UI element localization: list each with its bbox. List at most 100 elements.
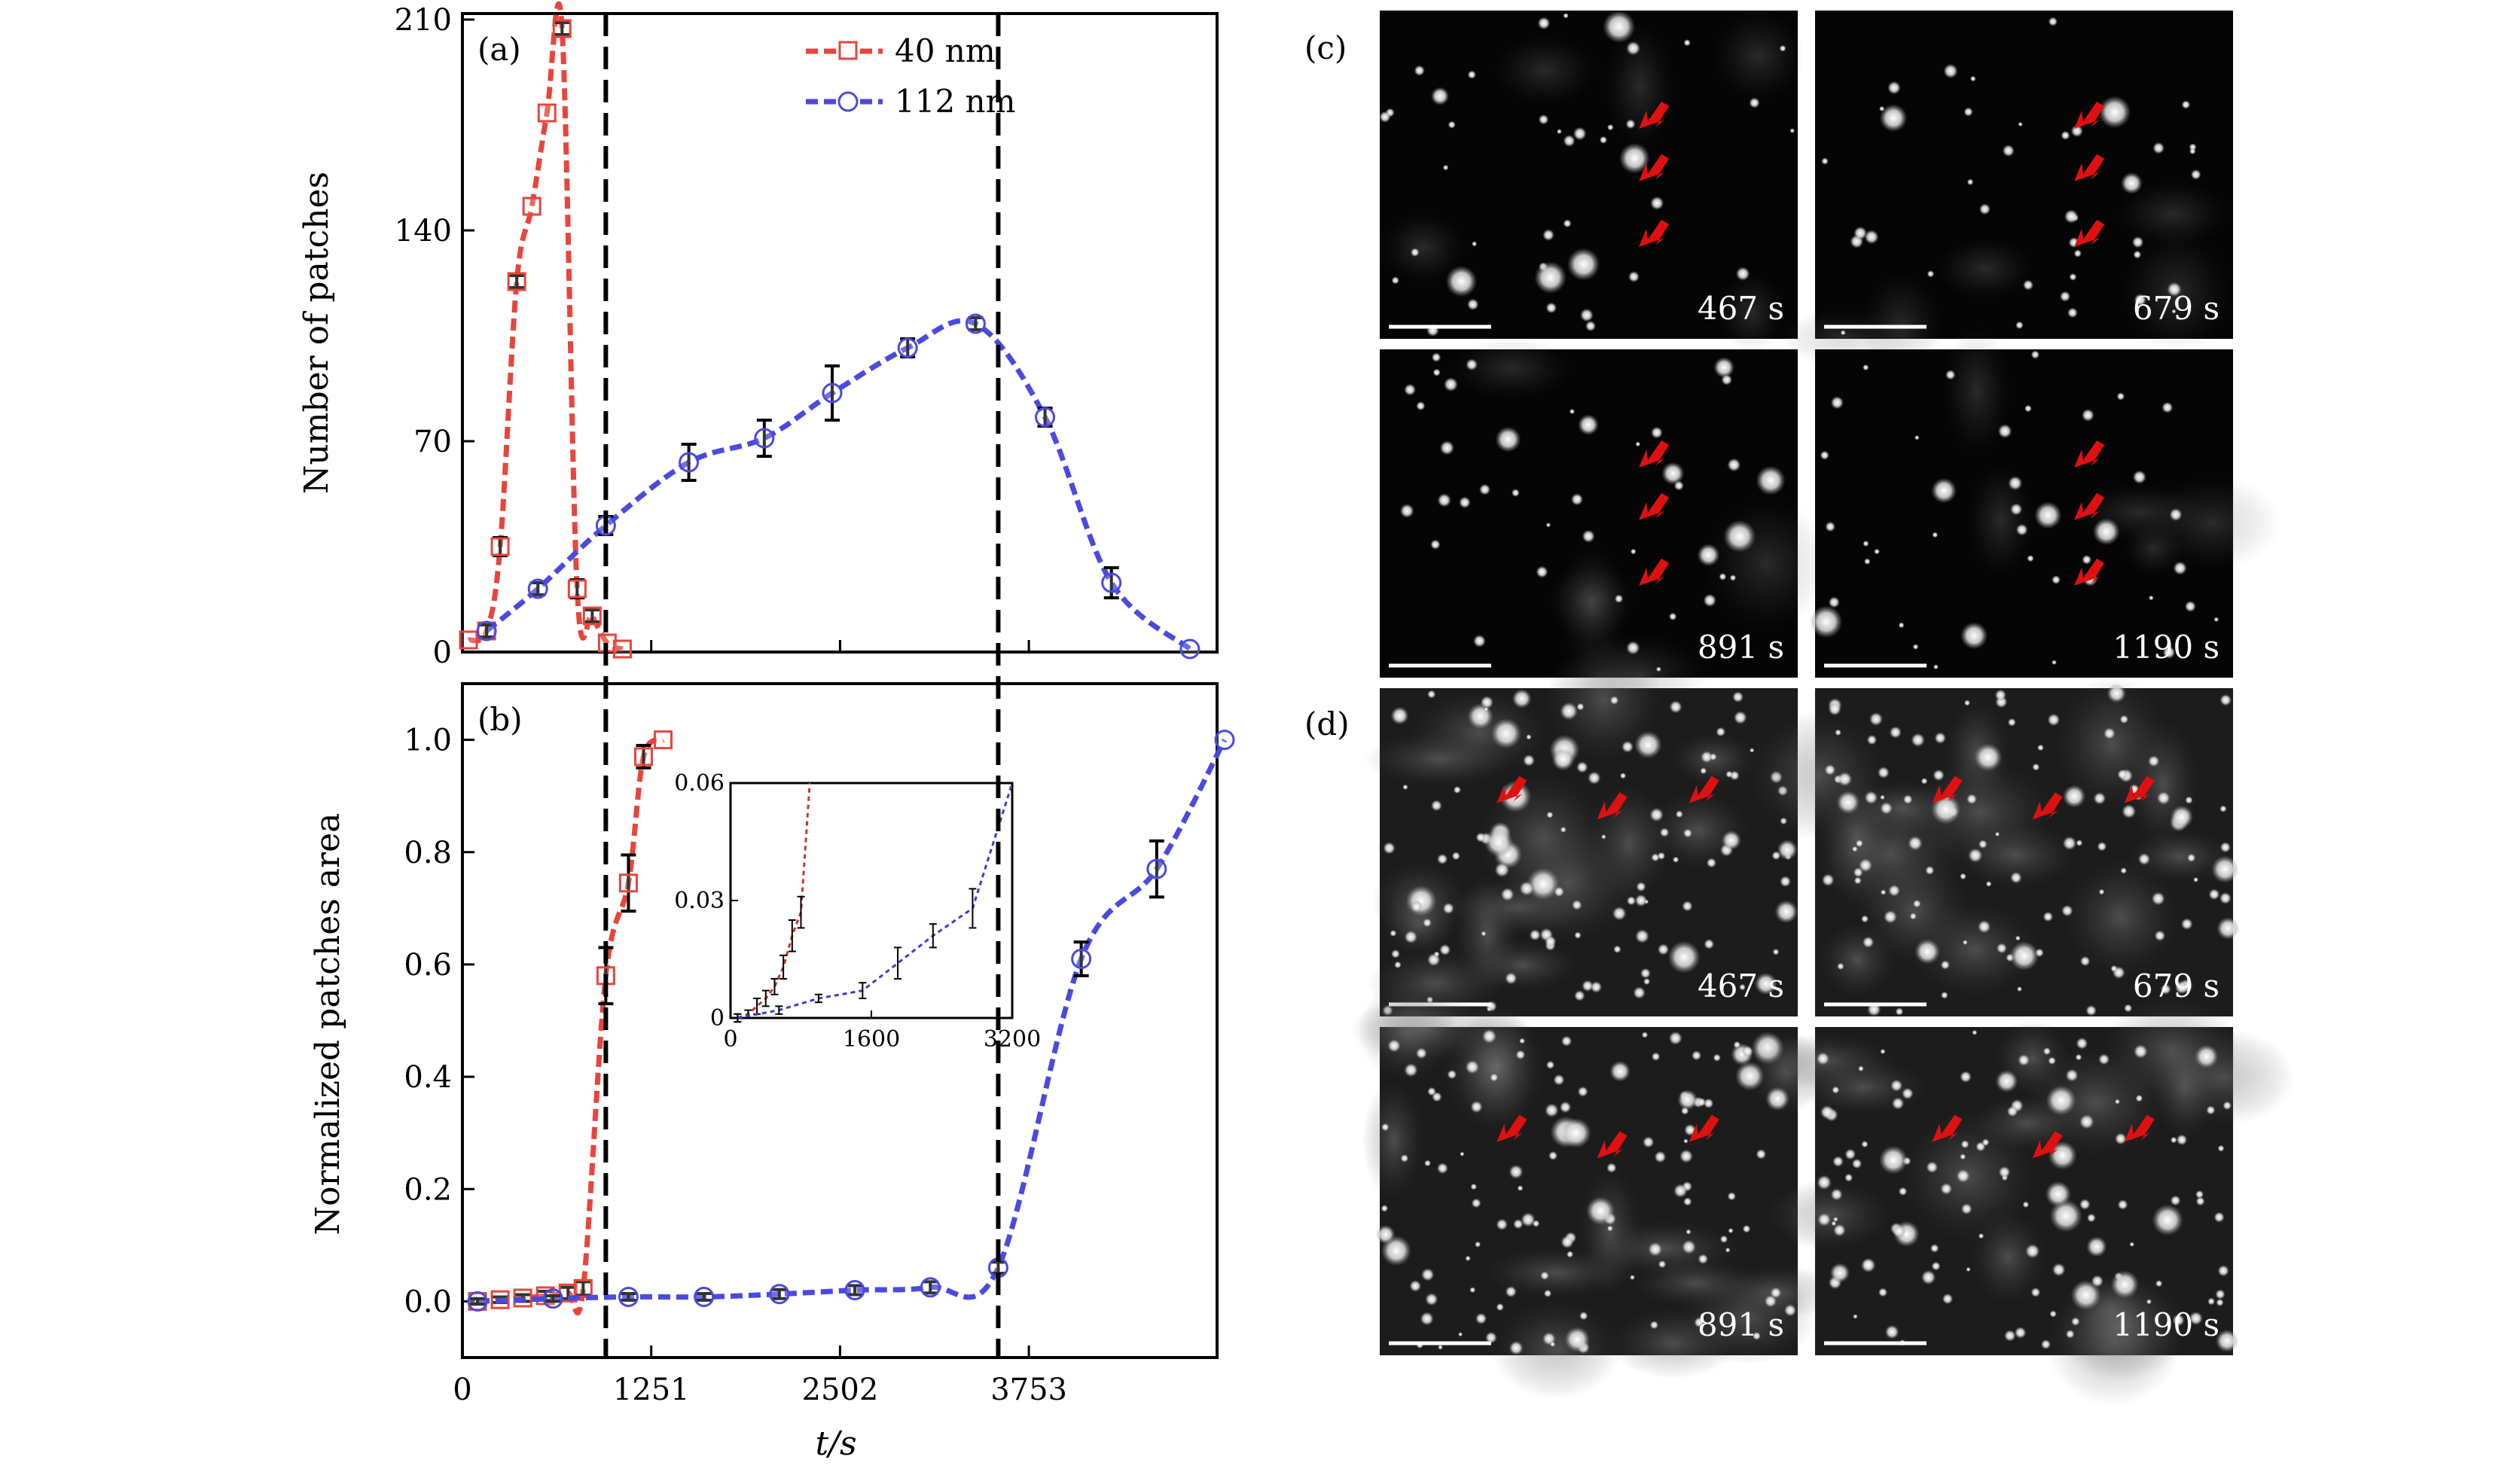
red-arrow bbox=[1689, 776, 1719, 803]
fluorescent-spot bbox=[1619, 773, 1627, 779]
fluorescent-spot bbox=[1573, 126, 1587, 141]
fluorescent-spot bbox=[1570, 493, 1584, 506]
haze-patch bbox=[1490, 1299, 1622, 1400]
fluorescent-spot bbox=[1387, 1039, 1401, 1053]
y-tick-label: 0.4 bbox=[404, 1060, 452, 1095]
fluorescent-spot bbox=[1512, 688, 1532, 709]
microscopy-image: 467 s bbox=[1379, 10, 1805, 353]
fluorescent-spot bbox=[1777, 840, 1798, 861]
y-tick-label: 1.0 bbox=[404, 724, 452, 758]
fluorescent-spot bbox=[2062, 785, 2086, 808]
fluorescent-spot bbox=[1825, 521, 1836, 532]
fluorescent-spot bbox=[2176, 1134, 2188, 1146]
fluorescent-spot bbox=[2076, 1037, 2088, 1050]
legend-item-40nm: 40 nm bbox=[806, 32, 996, 69]
fluorescent-spot bbox=[1529, 929, 1541, 941]
red-arrow bbox=[1639, 219, 1670, 247]
fluorescent-spot bbox=[1836, 791, 1860, 815]
inset-y-tick-label: 0.03 bbox=[674, 888, 725, 914]
fluorescent-spot bbox=[1630, 548, 1637, 555]
data-point-square bbox=[459, 630, 478, 650]
fluorescent-spot bbox=[1716, 727, 1726, 737]
fluorescent-spot bbox=[1830, 396, 1844, 410]
fluorescent-spot bbox=[1969, 75, 1976, 82]
fluorescent-spot bbox=[1779, 44, 1786, 52]
fluorescent-spot bbox=[2217, 1265, 2229, 1277]
fluorescent-spot bbox=[1853, 876, 1862, 885]
fluorescent-spot bbox=[2014, 1327, 2027, 1339]
data-point-circle bbox=[1214, 730, 1235, 751]
fluorescent-spot bbox=[1499, 780, 1532, 813]
fluorescent-spot bbox=[1649, 196, 1664, 210]
fluorescent-spot bbox=[2147, 755, 2160, 767]
fluorescent-spot bbox=[1994, 831, 2000, 837]
haze-patch bbox=[2063, 857, 2180, 978]
fluorescent-spot bbox=[1411, 901, 1423, 913]
fluorescent-spot bbox=[2052, 660, 2057, 666]
fluorescent-spot bbox=[2062, 836, 2077, 851]
fluorescent-spot bbox=[1681, 1239, 1697, 1254]
fluorescent-spot bbox=[1470, 1183, 1478, 1190]
data-point-circle bbox=[467, 1291, 488, 1312]
vertical-marker-lines bbox=[603, 14, 1001, 1358]
fluorescent-spot bbox=[1613, 945, 1622, 954]
fluorescent-spot bbox=[1821, 157, 1829, 165]
panel-a-tag: (a) bbox=[477, 31, 521, 68]
fluorescent-spot bbox=[1892, 1224, 1906, 1239]
fluorescent-spot bbox=[1439, 943, 1451, 956]
fluorescent-spot bbox=[2018, 121, 2023, 127]
fluorescent-spot bbox=[1830, 1188, 1843, 1201]
fluorescent-spot bbox=[1460, 1151, 1465, 1157]
haze-patch bbox=[1454, 873, 1520, 997]
data-point-circle bbox=[1179, 638, 1201, 660]
haze-patch bbox=[1747, 710, 1889, 841]
fluorescent-spot bbox=[2015, 523, 2028, 536]
fluorescent-spot bbox=[2152, 1204, 2183, 1236]
fluorescent-spot bbox=[1574, 931, 1582, 939]
fluorescent-spot bbox=[1641, 1032, 1649, 1038]
fluorescent-spot bbox=[1475, 1312, 1487, 1324]
fluorescent-spot bbox=[2117, 769, 2128, 780]
fluorescent-spot bbox=[1844, 1148, 1856, 1160]
haze-patch bbox=[1379, 212, 1467, 285]
fluorescent-spot bbox=[2173, 561, 2187, 575]
data-point-circle bbox=[476, 620, 497, 642]
red-arrow bbox=[1639, 440, 1670, 468]
fluorescent-spot bbox=[1713, 1053, 1721, 1062]
fluorescent-spot bbox=[1966, 178, 1974, 186]
fluorescent-spot bbox=[1414, 65, 1425, 76]
fluorescent-spot bbox=[2194, 1044, 2219, 1069]
fluorescent-spot bbox=[1963, 699, 1971, 706]
fluorescent-spot bbox=[2030, 350, 2040, 359]
legend-item-112nm: 112 nm bbox=[806, 83, 1015, 120]
panel-c-tag: (c) bbox=[1304, 29, 1347, 66]
fluorescent-spot bbox=[1545, 523, 1551, 528]
red-arrow bbox=[1597, 792, 1628, 820]
fluorescent-spot bbox=[2049, 1199, 2082, 1233]
fluorescent-spot bbox=[1515, 1050, 1526, 1060]
fluorescent-spot bbox=[1402, 784, 1408, 791]
fluorescent-spot bbox=[1404, 383, 1417, 396]
red-arrow bbox=[2074, 492, 2105, 520]
fluorescent-spot bbox=[1587, 771, 1601, 785]
fluorescent-spot bbox=[2215, 1329, 2238, 1352]
fluorescent-spot bbox=[2030, 1287, 2041, 1297]
fluorescent-spot bbox=[1577, 1086, 1588, 1097]
fluorescent-spot bbox=[1505, 1285, 1517, 1298]
panel-a-series bbox=[459, 1, 1201, 660]
fluorescent-spot bbox=[2162, 645, 2176, 660]
red-arrow bbox=[2032, 1131, 2063, 1159]
fluorescent-spot bbox=[1921, 777, 1928, 785]
fluorescent-spot bbox=[1553, 1074, 1565, 1086]
fluorescent-spot bbox=[1609, 1060, 1631, 1082]
fluorescent-spot bbox=[1682, 901, 1693, 912]
panel-d: (d) 467 s 679 s 891 s 1190 s bbox=[1304, 636, 2296, 1406]
red-arrow bbox=[2074, 558, 2105, 586]
fluorescent-spot bbox=[1858, 1065, 1864, 1072]
fluorescent-spot bbox=[1962, 940, 1968, 945]
fluorescent-spot bbox=[1691, 1050, 1702, 1061]
fluorescent-spot bbox=[1606, 123, 1614, 131]
fluorescent-spot bbox=[1719, 572, 1727, 581]
fluorescent-spot bbox=[1472, 241, 1478, 247]
fluorescent-spot bbox=[1858, 858, 1873, 873]
